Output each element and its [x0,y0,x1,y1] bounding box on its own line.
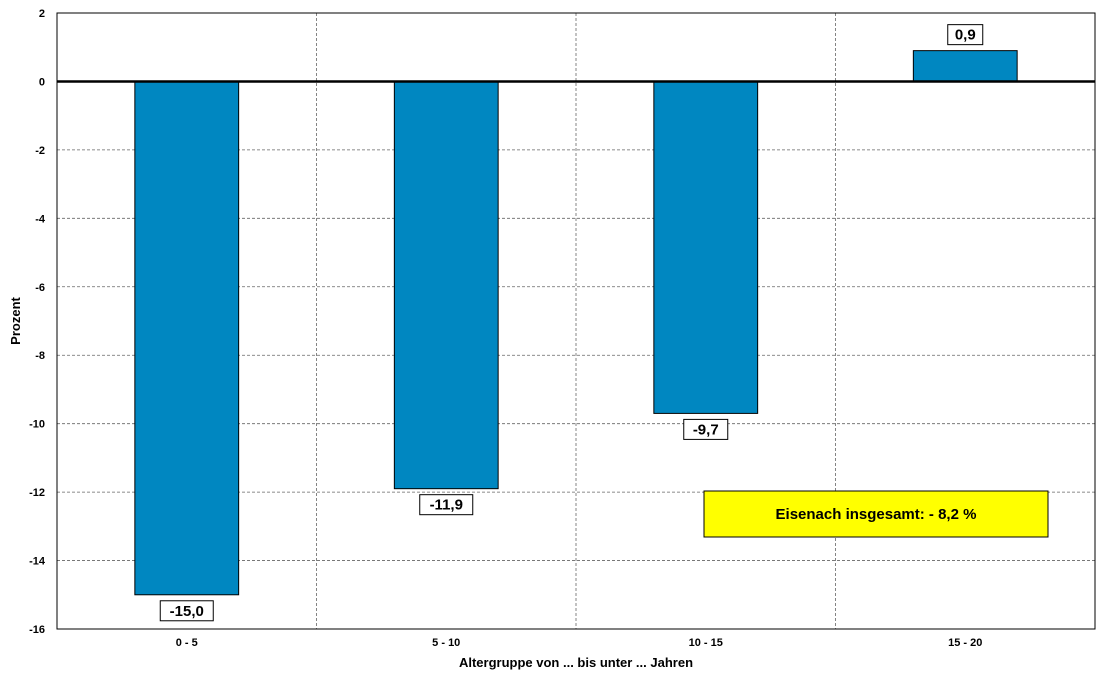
y-tick-label: -10 [29,419,45,431]
bar [393,80,499,490]
y-tick-label: -12 [29,487,45,499]
bar [134,80,240,596]
y-tick-label: -4 [35,213,46,225]
y-tick-label: -2 [35,145,45,157]
y-tick-label: 2 [39,8,45,20]
x-axis-label: Altergruppe von ... bis unter ... Jahren [459,655,693,670]
total-annotation-text: Eisenach insgesamt: - 8,2 % [776,506,977,523]
y-tick-label: 0 [39,76,45,88]
data-labels: -15,0 -11,9 -9,7 0,9 [159,24,984,622]
y-tick-label: -8 [35,350,45,362]
bars [134,50,1018,596]
data-label-box [159,600,214,622]
y-axis-ticks: 2 0 -2 -4 -6 -8 -10 -12 -14 -16 [29,8,46,636]
x-tick-label: 5 - 10 [432,637,460,649]
data-label-box [947,24,984,46]
x-tick-label: 10 - 15 [689,637,723,649]
x-tick-label: 0 - 5 [176,637,198,649]
bar [653,80,759,414]
y-tick-label: -16 [29,624,45,636]
bar [912,50,1018,82]
y-tick-label: -14 [29,556,46,568]
total-annotation: Eisenach insgesamt: - 8,2 % [703,490,1049,538]
x-axis-ticks: 0 - 5 5 - 10 10 - 15 15 - 20 [176,637,983,649]
data-label: -15,0 [170,603,204,620]
total-annotation-box [703,490,1049,538]
plot-frame [56,12,1096,630]
data-label-box [683,418,729,440]
y-tick-label: -6 [35,282,45,294]
y-axis-label: Prozent [8,296,23,344]
x-tick-label: 15 - 20 [948,637,982,649]
data-label: -9,7 [693,421,719,438]
data-label-box [419,494,474,516]
data-label: 0,9 [955,27,976,44]
data-label: -11,9 [430,497,463,514]
